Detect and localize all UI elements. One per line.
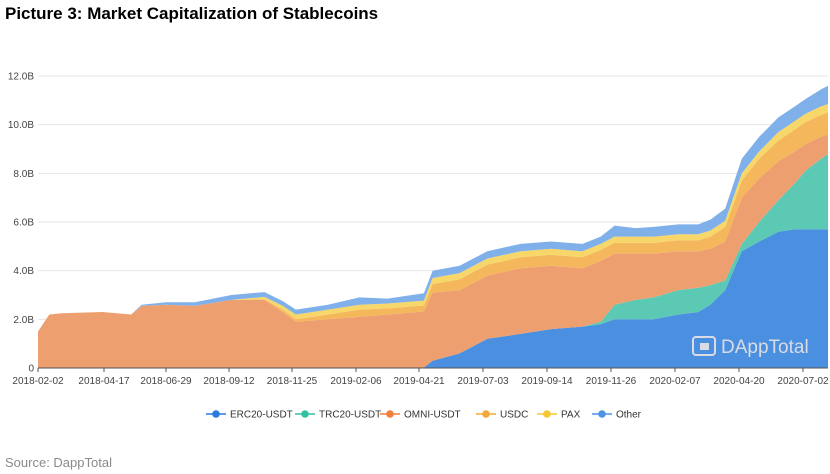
- y-tick-label: 6.0B: [13, 218, 34, 229]
- area-erc20-usdt: [38, 229, 828, 368]
- legend-item-trc20-usdt[interactable]: TRC20-USDT: [295, 410, 381, 421]
- x-tick-label: 2019-04-21: [393, 376, 445, 387]
- area-usdc: [38, 112, 828, 332]
- x-tick-label: 2019-09-14: [521, 376, 573, 387]
- y-tick-label: 0: [28, 364, 34, 375]
- legend-dot-icon: [386, 410, 394, 418]
- stacked-areas: [38, 85, 828, 368]
- x-tick-label: 2020-07-02: [777, 376, 829, 387]
- x-tick-label: 2020-04-20: [713, 376, 765, 387]
- legend-dot-icon: [598, 410, 606, 418]
- legend[interactable]: ERC20-USDT TRC20-USDT OMNI-USDT USDC PAX Othe…: [206, 410, 642, 421]
- x-tick-label: 2018-09-12: [203, 376, 255, 387]
- legend-label: TRC20-USDT: [319, 410, 381, 421]
- legend-item-pax[interactable]: PAX: [537, 410, 581, 421]
- legend-label: OMNI-USDT: [404, 410, 461, 421]
- y-tick-label: 4.0B: [13, 266, 34, 277]
- legend-item-other[interactable]: Other: [592, 410, 642, 421]
- axes: 0 2.0B 4.0B 6.0B 8.0B 10.0B 12.0B 2018-02-02 201…: [8, 72, 829, 388]
- legend-label: Other: [616, 410, 642, 421]
- legend-item-omni-usdt[interactable]: OMNI-USDT: [380, 410, 461, 421]
- legend-dot-icon: [212, 410, 220, 418]
- y-tick-label: 8.0B: [13, 169, 34, 180]
- x-tick-label: 2018-02-02: [12, 376, 64, 387]
- y-tick-label: 2.0B: [13, 315, 34, 326]
- area-omni-usdt: [38, 134, 828, 368]
- legend-label: USDC: [500, 410, 528, 421]
- x-tick-label: 2018-06-29: [140, 376, 192, 387]
- dapptotal-logo-icon: [692, 336, 716, 356]
- watermark-text: DAppTotal: [721, 337, 809, 358]
- dapptotal-watermark: DAppTotal: [692, 336, 809, 358]
- legend-item-usdc[interactable]: USDC: [476, 410, 528, 421]
- x-tick-label: 2019-07-03: [457, 376, 509, 387]
- legend-dot-icon: [482, 410, 490, 418]
- y-tick-label: 12.0B: [8, 72, 34, 83]
- legend-label: ERC20-USDT: [230, 410, 293, 421]
- area-trc20-usdt: [38, 153, 828, 368]
- x-tick-label: 2018-04-17: [78, 376, 130, 387]
- chart-title: Picture 3: Market Capitalization of Stab…: [5, 4, 379, 23]
- x-tick-label: 2019-02-06: [330, 376, 382, 387]
- legend-item-erc20-usdt[interactable]: ERC20-USDT: [206, 410, 293, 421]
- x-tick-label: 2019-11-26: [586, 376, 637, 387]
- y-tick-label: 10.0B: [8, 120, 34, 131]
- legend-label: PAX: [561, 410, 581, 421]
- x-tick-label: 2020-02-07: [649, 376, 701, 387]
- legend-dot-icon: [543, 410, 551, 418]
- legend-dot-icon: [301, 410, 309, 418]
- source-note: Source: DappTotal: [5, 455, 112, 470]
- x-tick-label: 2018-11-25: [267, 376, 318, 387]
